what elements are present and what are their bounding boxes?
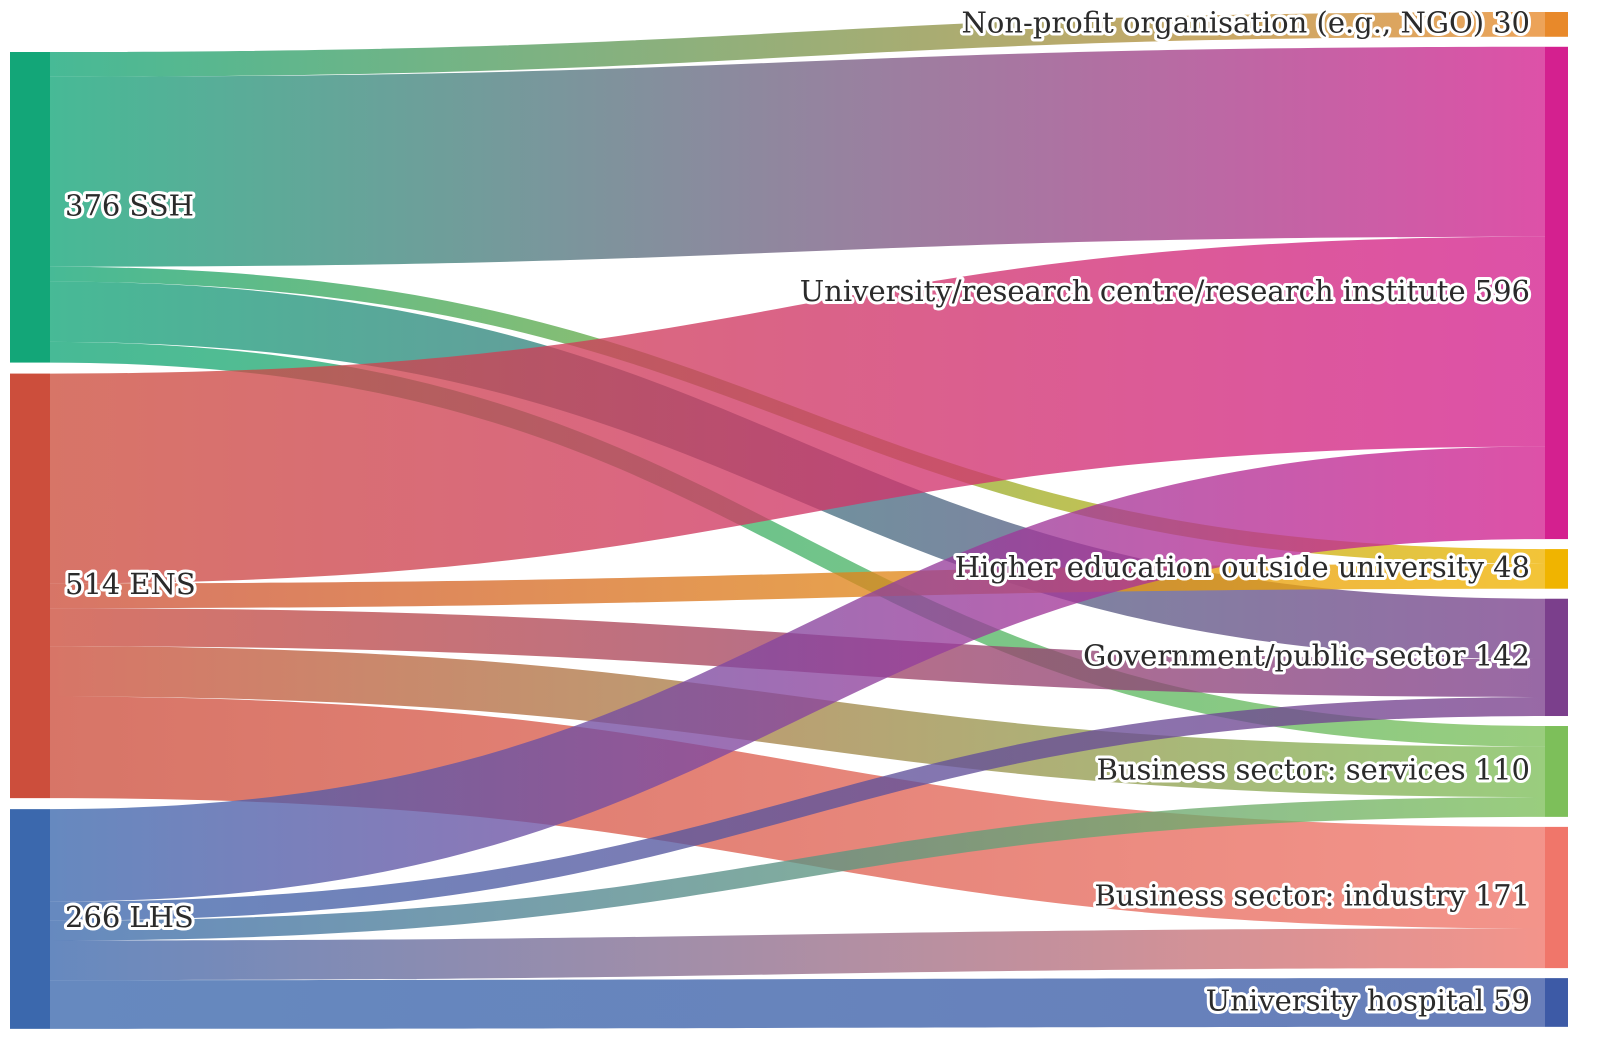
target-node — [1545, 978, 1568, 1027]
target-node — [1545, 726, 1568, 817]
target-value: 59 — [1493, 983, 1530, 1017]
target-value: 30 — [1493, 5, 1530, 39]
source-node — [10, 52, 50, 363]
link — [50, 236, 1545, 584]
source-node — [10, 373, 50, 799]
target-value: 48 — [1493, 550, 1530, 584]
source-value: 376 — [65, 188, 120, 222]
target-value: 142 — [1475, 638, 1530, 672]
target-name: Government/public sector — [1083, 638, 1466, 672]
source-label: 514 ENS — [65, 567, 196, 601]
target-node — [1545, 12, 1568, 37]
target-name: Higher education outside university — [955, 550, 1485, 584]
source-name: SSH — [129, 188, 194, 222]
target-name: Business sector: services — [1097, 752, 1466, 786]
link — [50, 646, 1545, 798]
target-value: 596 — [1475, 274, 1530, 308]
target-node — [1545, 46, 1568, 540]
target-label: Government/public sector 142 — [1083, 638, 1530, 672]
target-name: Business sector: industry — [1094, 878, 1466, 912]
target-label: Business sector: industry 171 — [1094, 878, 1530, 912]
link — [50, 12, 1545, 77]
source-value: 266 — [65, 900, 120, 934]
target-name: University hospital — [1206, 983, 1484, 1017]
target-label: Non-profit organisation (e.g., NGO) 30 — [962, 5, 1530, 39]
source-name: LHS — [129, 900, 193, 934]
link — [50, 797, 1545, 941]
source-node — [10, 809, 50, 1029]
link — [50, 341, 1545, 747]
target-label: University hospital 59 — [1206, 983, 1530, 1017]
source-label: 376 SSH — [65, 188, 194, 222]
target-label: University/research centre/research inst… — [800, 274, 1530, 308]
link — [50, 928, 1545, 981]
links — [50, 12, 1545, 1029]
link — [50, 46, 1545, 267]
target-name: University/research centre/research inst… — [800, 274, 1466, 308]
source-name: ENS — [129, 567, 195, 601]
link — [50, 446, 1545, 902]
target-node — [1545, 826, 1568, 969]
target-label: Higher education outside university 48 — [955, 550, 1530, 584]
source-label: 266 LHS — [65, 900, 194, 934]
target-value: 171 — [1475, 878, 1530, 912]
target-node — [1545, 598, 1568, 717]
link — [50, 697, 1545, 921]
target-node — [1545, 549, 1568, 589]
target-label: Business sector: services 110 — [1097, 752, 1530, 786]
source-value: 514 — [65, 567, 120, 601]
link — [50, 978, 1545, 1029]
target-name: Non-profit organisation (e.g., NGO) — [962, 5, 1485, 39]
target-value: 110 — [1475, 752, 1530, 786]
